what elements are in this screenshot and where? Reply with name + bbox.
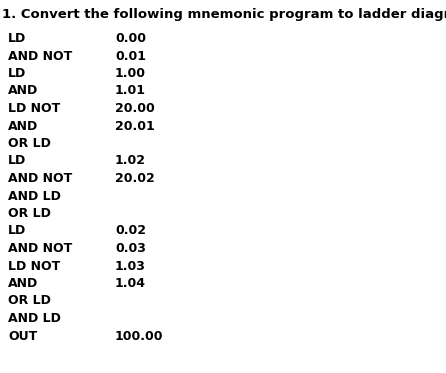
Text: 0.02: 0.02 (115, 225, 146, 238)
Text: AND: AND (8, 277, 38, 290)
Text: AND NOT: AND NOT (8, 242, 72, 255)
Text: 20.00: 20.00 (115, 102, 155, 115)
Text: 1.04: 1.04 (115, 277, 146, 290)
Text: 0.01: 0.01 (115, 50, 146, 63)
Text: LD: LD (8, 154, 26, 167)
Text: LD: LD (8, 32, 26, 45)
Text: LD: LD (8, 67, 26, 80)
Text: LD NOT: LD NOT (8, 260, 60, 273)
Text: 20.01: 20.01 (115, 119, 155, 132)
Text: AND NOT: AND NOT (8, 172, 72, 185)
Text: 1.03: 1.03 (115, 260, 146, 273)
Text: OR LD: OR LD (8, 137, 51, 150)
Text: 100.00: 100.00 (115, 329, 164, 342)
Text: 0.00: 0.00 (115, 32, 146, 45)
Text: AND LD: AND LD (8, 312, 61, 325)
Text: OR LD: OR LD (8, 207, 51, 220)
Text: 20.02: 20.02 (115, 172, 155, 185)
Text: AND LD: AND LD (8, 189, 61, 203)
Text: OR LD: OR LD (8, 295, 51, 307)
Text: AND: AND (8, 85, 38, 97)
Text: AND: AND (8, 119, 38, 132)
Text: OUT: OUT (8, 329, 37, 342)
Text: 0.03: 0.03 (115, 242, 146, 255)
Text: 1.00: 1.00 (115, 67, 146, 80)
Text: AND NOT: AND NOT (8, 50, 72, 63)
Text: LD: LD (8, 225, 26, 238)
Text: 1.02: 1.02 (115, 154, 146, 167)
Text: 1. Convert the following mnemonic program to ladder diagram: 1. Convert the following mnemonic progra… (2, 8, 446, 21)
Text: 1.01: 1.01 (115, 85, 146, 97)
Text: LD NOT: LD NOT (8, 102, 60, 115)
